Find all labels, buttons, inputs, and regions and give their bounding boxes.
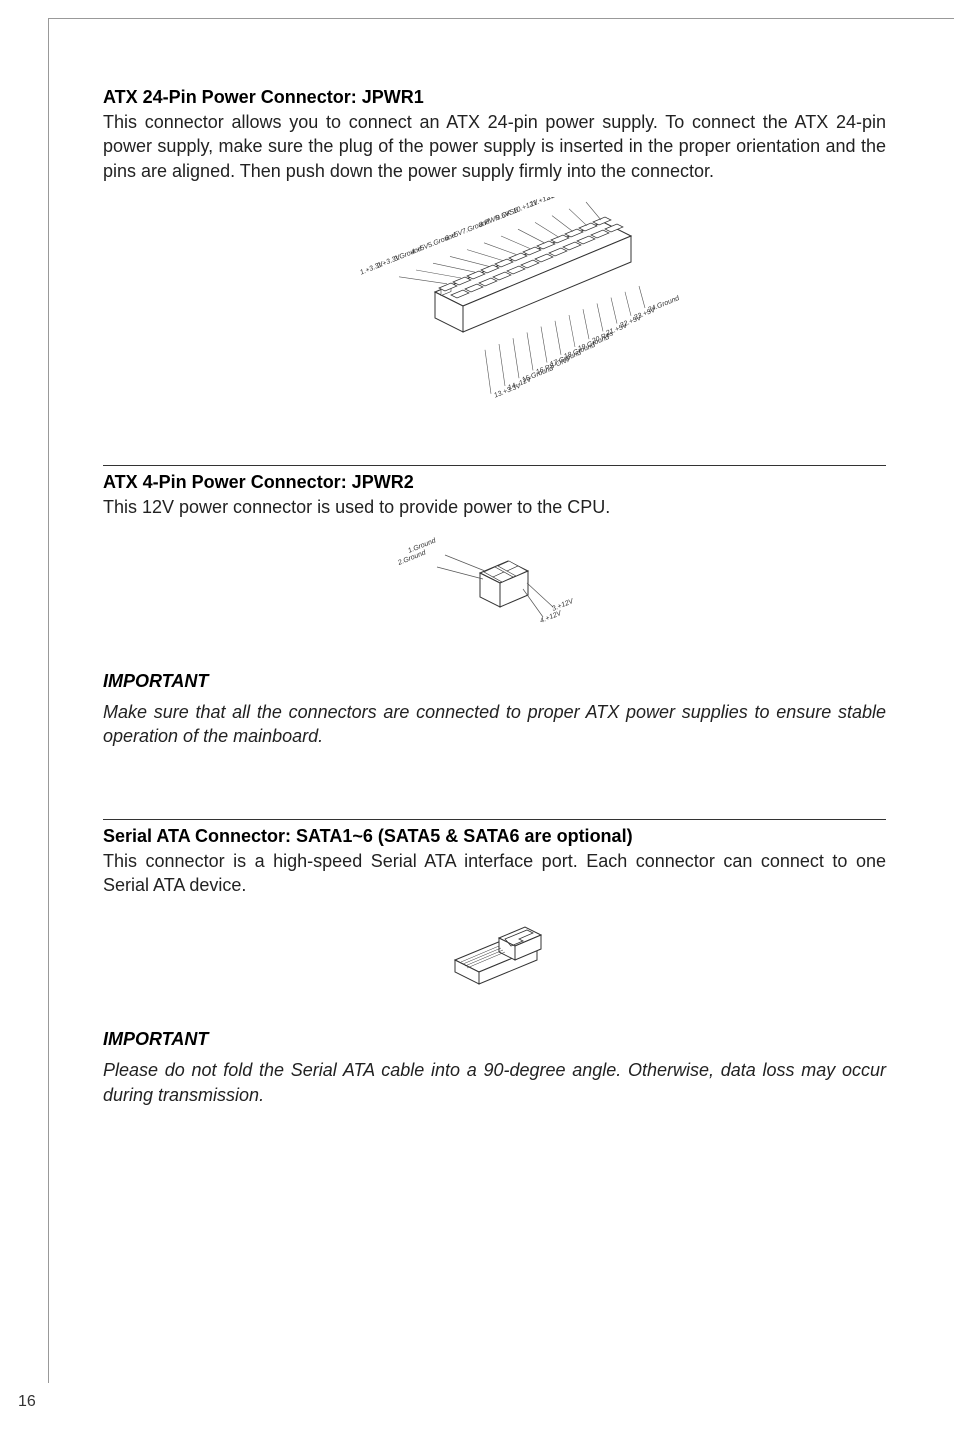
page-number: 16	[18, 1393, 36, 1411]
important-1-label: IMPORTANT	[103, 671, 886, 692]
atx4-pin-4: 4.+12V	[539, 610, 564, 625]
atx4-title: ATX 4-Pin Power Connector: JPWR2	[103, 472, 886, 493]
atx24-title: ATX 24-Pin Power Connector: JPWR1	[103, 87, 886, 108]
atx24-left-pin-7: 5.Ground	[427, 232, 458, 250]
sata-title: Serial ATA Connector: SATA1~6 (SATA5 & S…	[103, 826, 886, 847]
atx24-left-pin-5: 7.Ground	[461, 218, 492, 236]
atx4-diagram: 1.Ground 2.Ground 3.+12V 4.+12V	[103, 533, 886, 643]
important-2-label: IMPORTANT	[103, 1029, 886, 1050]
atx4-section: ATX 4-Pin Power Connector: JPWR2 This 12…	[103, 472, 886, 643]
important-1-text: Make sure that all the connectors are co…	[103, 700, 886, 749]
atx24-body: This connector allows you to connect an …	[103, 110, 886, 183]
spacer	[103, 771, 886, 819]
important-2: IMPORTANT Please do not fold the Serial …	[103, 1029, 886, 1107]
atx24-left-pin-11: 1.+3.3V	[359, 260, 385, 276]
important-1: IMPORTANT Make sure that all the connect…	[103, 671, 886, 749]
important-2-text: Please do not fold the Serial ATA cable …	[103, 1058, 886, 1107]
atx4-pin-3: 3.+12V	[551, 598, 576, 613]
divider-2	[103, 819, 886, 820]
divider-1	[103, 465, 886, 466]
sata-section: Serial ATA Connector: SATA1~6 (SATA5 & S…	[103, 826, 886, 1002]
atx24-section: ATX 24-Pin Power Connector: JPWR1 This c…	[103, 87, 886, 437]
sata-diagram	[103, 911, 886, 1001]
sata-body: This connector is a high-speed Serial AT…	[103, 849, 886, 898]
atx4-body: This 12V power connector is used to prov…	[103, 495, 886, 519]
atx24-diagram: 12.+3.3V11.+12V10.+12V9.5VSB8.PWR OK7.Gr…	[103, 197, 886, 437]
page-content: ATX 24-Pin Power Connector: JPWR1 This c…	[48, 18, 954, 1383]
